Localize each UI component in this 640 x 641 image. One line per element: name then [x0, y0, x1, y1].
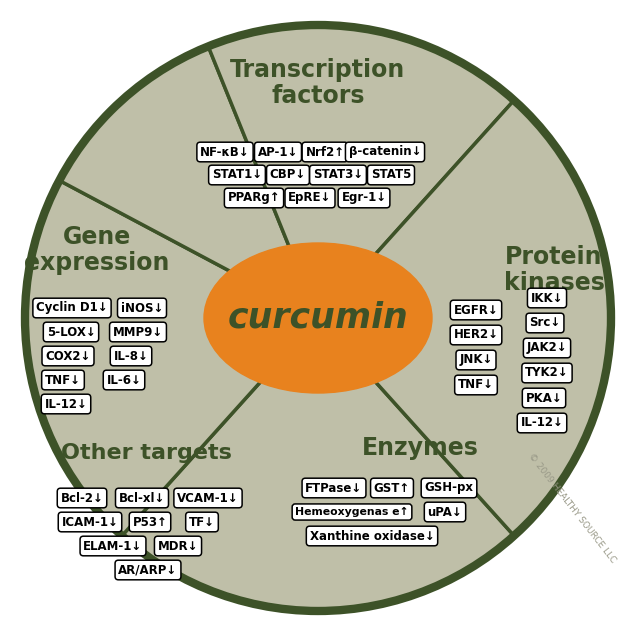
- Text: ICAM-1↓: ICAM-1↓: [61, 515, 118, 528]
- Text: IL-8↓: IL-8↓: [113, 349, 148, 363]
- Text: JNK↓: JNK↓: [460, 353, 493, 367]
- Text: Bcl-xl↓: Bcl-xl↓: [119, 492, 165, 504]
- Text: GSH-px: GSH-px: [424, 481, 474, 494]
- Text: EpRE↓: EpRE↓: [288, 192, 332, 204]
- Text: JAK2↓: JAK2↓: [527, 342, 567, 354]
- Text: 5-LOX↓: 5-LOX↓: [47, 326, 95, 338]
- Text: Hemeoxygenas e↑: Hemeoxygenas e↑: [295, 507, 409, 517]
- Circle shape: [25, 25, 611, 611]
- Text: P53↑: P53↑: [132, 515, 168, 528]
- Text: VCAM-1↓: VCAM-1↓: [177, 492, 239, 504]
- Text: NF-κB↓: NF-κB↓: [200, 146, 250, 158]
- Text: MMP9↓: MMP9↓: [113, 326, 163, 338]
- Text: β-catenin↓: β-catenin↓: [349, 146, 421, 158]
- Text: iNOS↓: iNOS↓: [121, 301, 163, 315]
- Text: IL-12↓: IL-12↓: [45, 397, 88, 410]
- Wedge shape: [318, 100, 611, 536]
- Text: Bcl-2↓: Bcl-2↓: [61, 492, 104, 504]
- Text: © 2009 HEALTHY SOURCE LLC: © 2009 HEALTHY SOURCE LLC: [527, 451, 618, 565]
- Wedge shape: [25, 181, 318, 536]
- Text: FTPase↓: FTPase↓: [305, 481, 363, 494]
- Text: IL-12↓: IL-12↓: [520, 417, 563, 429]
- Wedge shape: [122, 318, 514, 611]
- Text: PKA↓: PKA↓: [525, 392, 563, 404]
- Text: Gene
expression: Gene expression: [24, 224, 170, 276]
- Text: Transcription
factors: Transcription factors: [230, 58, 406, 108]
- Ellipse shape: [204, 243, 432, 393]
- Text: Xanthine oxidase↓: Xanthine oxidase↓: [310, 529, 435, 542]
- Text: EGFR↓: EGFR↓: [454, 303, 499, 317]
- Text: uPA↓: uPA↓: [428, 506, 462, 519]
- Text: Nrf2↑: Nrf2↑: [305, 146, 344, 158]
- Text: TNF↓: TNF↓: [45, 374, 81, 387]
- Text: TYK2↓: TYK2↓: [525, 367, 569, 379]
- Text: HER2↓: HER2↓: [454, 328, 499, 342]
- Wedge shape: [60, 46, 318, 318]
- Text: STAT5: STAT5: [371, 169, 411, 181]
- Text: IKK↓: IKK↓: [531, 292, 563, 304]
- Text: ELAM-1↓: ELAM-1↓: [83, 540, 143, 553]
- Text: COX2↓: COX2↓: [45, 349, 91, 363]
- Text: Src↓: Src↓: [529, 317, 561, 329]
- Text: CBP↓: CBP↓: [270, 169, 306, 181]
- Wedge shape: [208, 25, 514, 318]
- Text: TF↓: TF↓: [189, 515, 215, 528]
- Text: STAT1↓: STAT1↓: [212, 169, 262, 181]
- Text: PPARg↑: PPARg↑: [228, 192, 280, 204]
- Text: AP-1↓: AP-1↓: [258, 146, 298, 158]
- Text: Protein
kinases: Protein kinases: [504, 245, 604, 296]
- Text: Egr-1↓: Egr-1↓: [341, 192, 387, 204]
- Text: curcumin: curcumin: [228, 301, 408, 335]
- Text: Enzymes: Enzymes: [362, 436, 479, 460]
- Text: Other targets: Other targets: [61, 443, 232, 463]
- Text: GST↑: GST↑: [374, 481, 410, 494]
- Text: AR/ARP↓: AR/ARP↓: [118, 563, 178, 576]
- Text: MDR↓: MDR↓: [157, 540, 198, 553]
- Text: Cyclin D1↓: Cyclin D1↓: [36, 301, 108, 315]
- Text: STAT3↓: STAT3↓: [313, 169, 363, 181]
- Text: TNF↓: TNF↓: [458, 378, 494, 392]
- Text: IL-6↓: IL-6↓: [107, 374, 141, 387]
